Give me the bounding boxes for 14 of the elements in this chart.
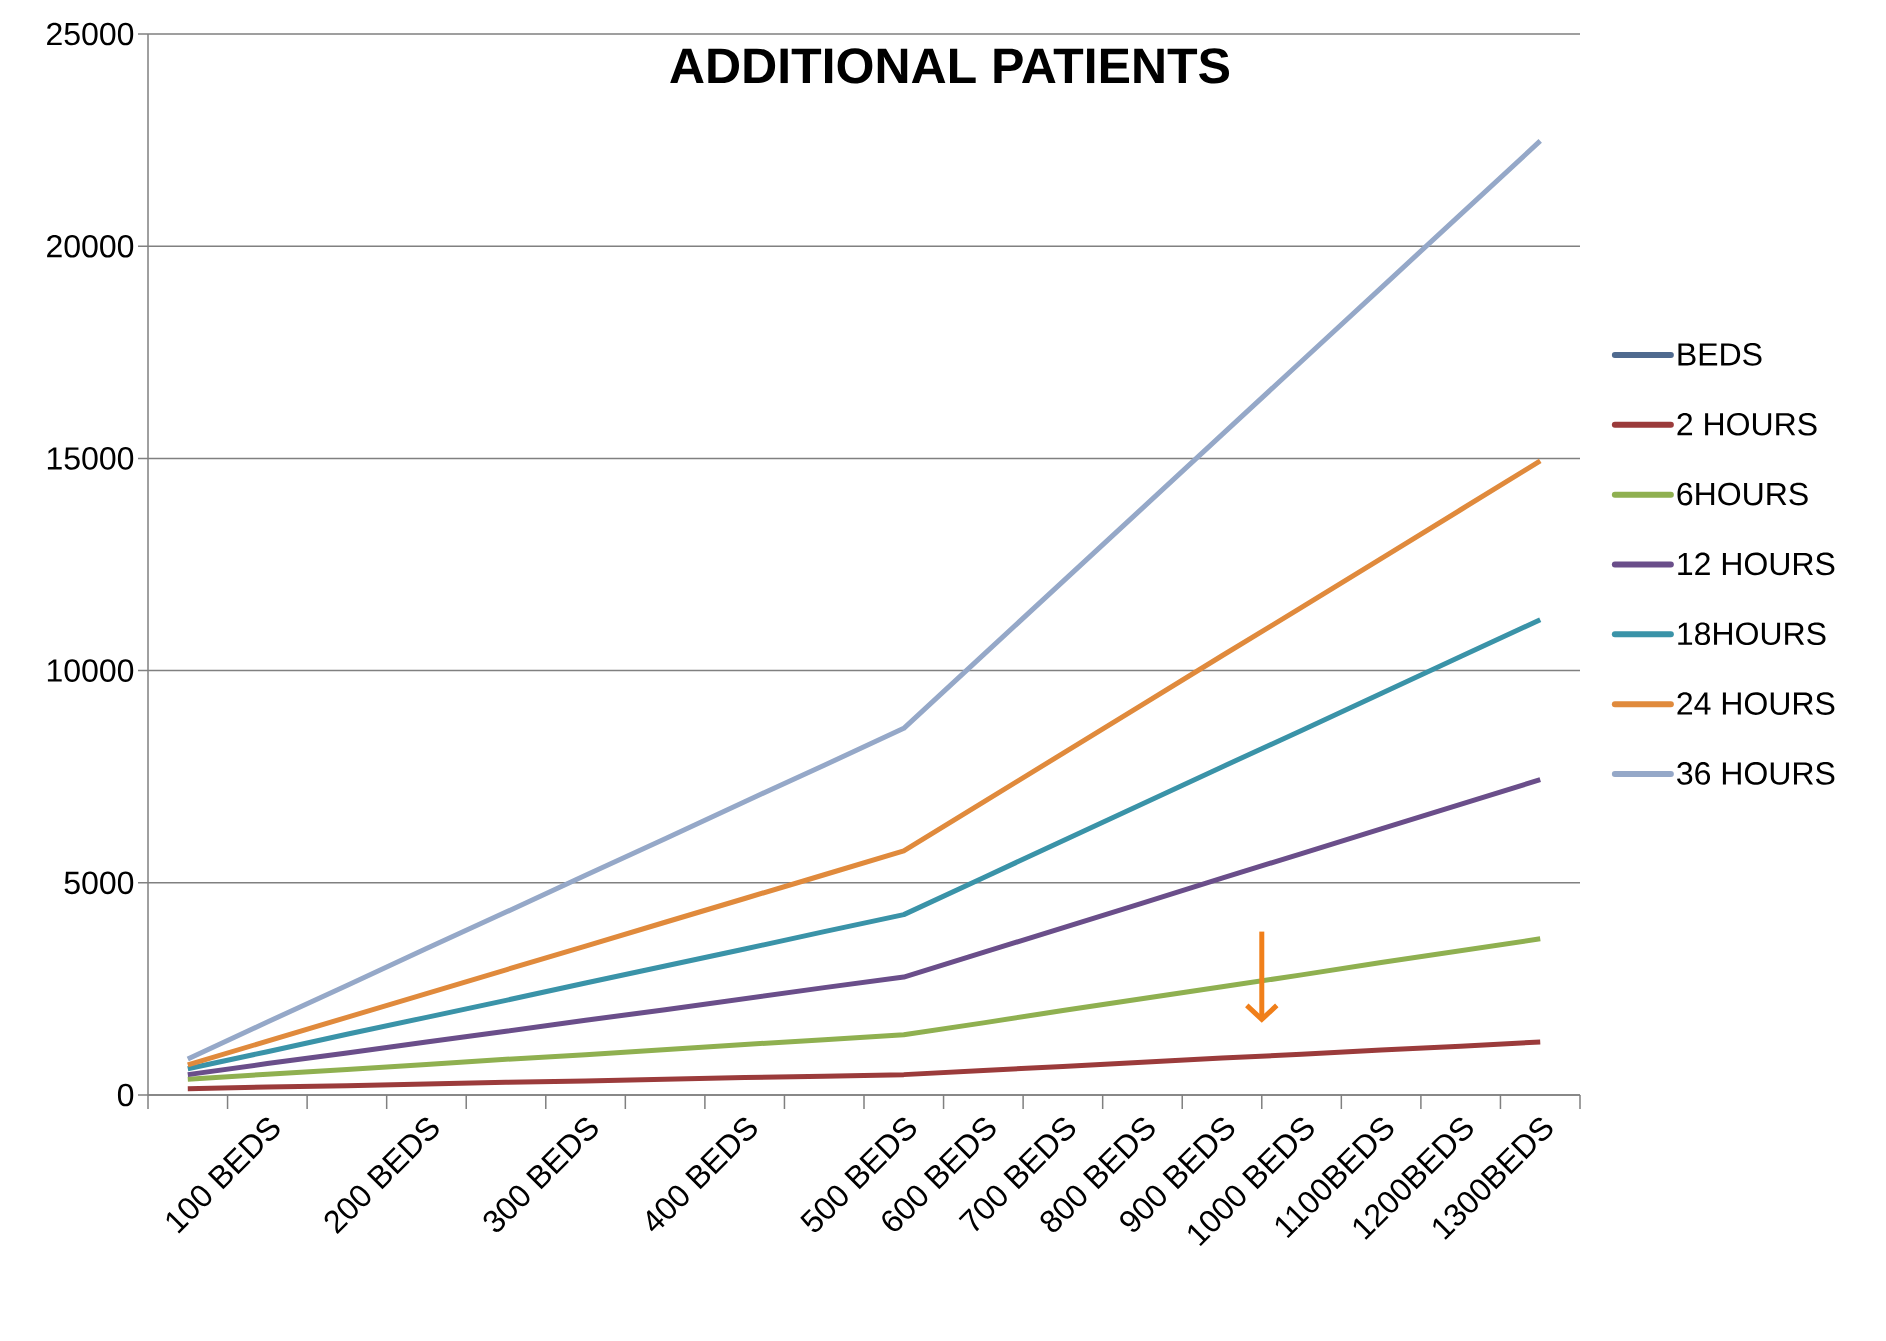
y-tick-label: 10000 [47,659,134,682]
y-tick-label: 25000 [47,22,134,46]
legend-label: 24 HOURS [1677,692,1835,715]
legend-label: BEDS [1678,343,1762,366]
legend-label: 18HOURS [1678,622,1826,646]
y-tick-label: 0 [117,1083,134,1107]
legend-label: 2 HOURS [1677,412,1817,436]
y-tick-label: 5000 [64,871,134,895]
y-tick-label: 15000 [47,447,134,470]
chart-title: ADDITIONAL PATIENTS [670,48,1230,84]
legend-label: 6HOURS [1677,482,1808,506]
legend-label: 12 HOURS [1678,552,1835,576]
legend-label: 36 HOURS [1677,762,1835,785]
y-tick-label: 20000 [47,234,134,258]
